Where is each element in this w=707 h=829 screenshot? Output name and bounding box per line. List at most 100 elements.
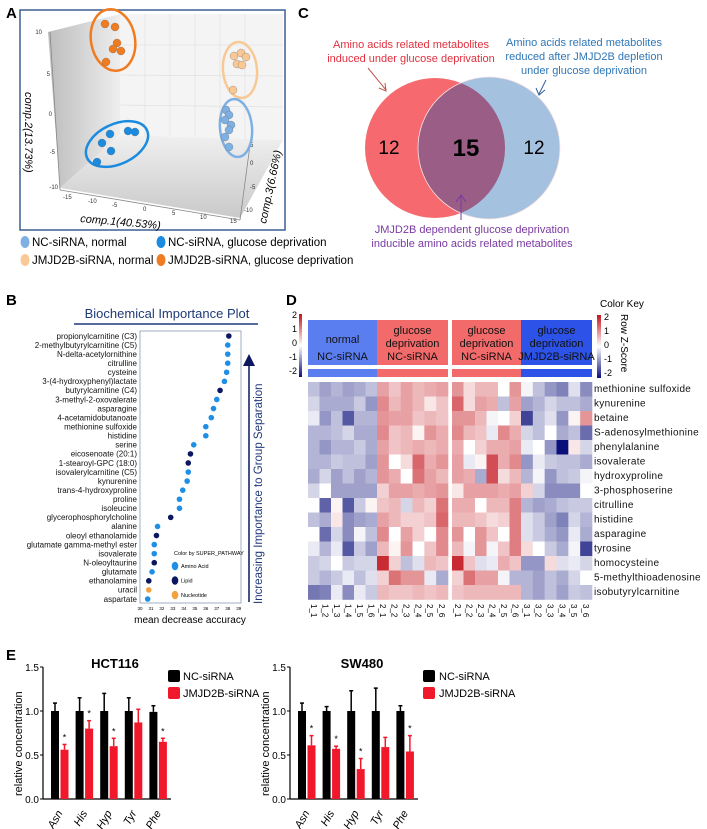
- heatmap-cell: [452, 382, 464, 397]
- heatmap-row-label: 5-methylthioadenosine: [594, 573, 701, 584]
- group-color-bar: [308, 369, 377, 377]
- heatmap-cell: [556, 411, 569, 426]
- heatmap-cell: [331, 469, 343, 484]
- heatmap-cell: [388, 469, 401, 484]
- heatmap-column-label: 1_4: [343, 604, 352, 618]
- heatmap-column-label: 3_1: [522, 604, 531, 618]
- pca-y-tick: 10: [35, 30, 42, 36]
- legend-label: Amino Acid: [181, 564, 209, 570]
- heatmap-cell: [568, 512, 581, 528]
- heatmap-cell: [521, 425, 534, 441]
- heatmap-cell: [475, 527, 487, 542]
- chart-title: HCT116: [91, 656, 139, 671]
- heatmap-cell: [463, 541, 476, 557]
- heatmap-cell: [377, 512, 390, 528]
- heatmap-cell: [412, 396, 425, 412]
- group-label: glucose: [538, 325, 576, 337]
- pca-point: [108, 44, 118, 54]
- panel-d: D 210-1-2 Color Key 210-1-2 Row Z-Score …: [286, 292, 701, 618]
- heatmap-cell: [521, 512, 534, 528]
- heatmap-cell: [342, 570, 355, 586]
- heatmap-cell: [463, 498, 476, 513]
- heatmap-column-label: 3_3: [545, 604, 554, 618]
- x-tick-label: 31: [148, 606, 154, 611]
- group-label: glucose: [394, 325, 432, 337]
- heatmap-cell: [342, 556, 355, 571]
- importance-points: propionylcarnitine (C3)2-methylbutyrylca…: [27, 332, 242, 611]
- heatmap-cell: [400, 440, 413, 455]
- heatmap-cell: [354, 469, 366, 484]
- heatmap-cell: [452, 527, 464, 542]
- heatmap-column-label: 2_1: [378, 604, 387, 618]
- heatmap-cell: [365, 512, 378, 528]
- heatmap-cell: [556, 483, 569, 499]
- heatmap-cell: [436, 440, 449, 455]
- heatmap-cell: [521, 556, 534, 571]
- importance-point: [226, 333, 232, 339]
- heatmap-cell: [412, 527, 425, 542]
- heatmap-cell: [331, 512, 343, 528]
- heatmap-cell: [377, 570, 390, 586]
- venn-label-induced-2: induced under glucose deprivation: [327, 53, 495, 65]
- x-tick-label: 35: [192, 606, 198, 611]
- heatmap-row-label: isobutyrylcarnitine: [594, 587, 680, 598]
- metabolite-label: citrulline: [108, 359, 138, 368]
- heatmap-cell: [388, 382, 401, 397]
- heatmap-cell: [521, 454, 534, 470]
- heatmap-cell: [331, 483, 343, 499]
- metabolite-label: propionylcarnitine (C3): [57, 332, 138, 341]
- heatmap-cell: [424, 411, 437, 426]
- heatmap-cell: [388, 454, 401, 470]
- pca-x-tick: -10: [88, 199, 97, 205]
- heatmap-cell: [342, 585, 355, 600]
- heatmap-cell: [509, 411, 522, 426]
- metabolite-label: isovalerate: [98, 549, 137, 558]
- heatmap-cell: [568, 570, 581, 586]
- heatmap-column-label: 3_5: [569, 604, 578, 618]
- x-tick-label: 33: [170, 606, 176, 611]
- heatmap-cell: [521, 527, 534, 542]
- heatmap-cell: [452, 425, 464, 441]
- y-tick-label: 1.0: [25, 707, 39, 718]
- heatmap-cell: [475, 512, 487, 528]
- heatmap-cell: [436, 411, 449, 426]
- metabolite-label: aspartate: [104, 595, 138, 604]
- heatmap-cell: [568, 541, 581, 557]
- heatmap-cell: [308, 541, 320, 557]
- category-label: Asn: [45, 809, 65, 829]
- heatmap-cell: [319, 527, 332, 542]
- heatmap-cell: [365, 585, 378, 600]
- heatmap-cell: [521, 411, 534, 426]
- heatmap-cell: [544, 425, 557, 441]
- pca-y-tick: 0: [49, 112, 53, 118]
- heatmap-cell: [568, 469, 581, 484]
- pca-point: [116, 46, 126, 56]
- significance-star: *: [112, 726, 116, 736]
- heatmap-cell: [556, 469, 569, 484]
- importance-point: [203, 432, 209, 439]
- metabolite-label: uracil: [118, 586, 137, 595]
- heatmap-column-label: 3_6: [581, 604, 590, 618]
- heatmap-cell: [412, 498, 425, 513]
- importance-point: [185, 460, 192, 466]
- heatmap-cell: [319, 585, 332, 600]
- legend-label: NC-siRNA: [183, 671, 234, 683]
- heatmap-cell: [463, 570, 476, 586]
- group-label: NC-siRNA: [317, 351, 368, 363]
- metabolite-label: eicosenoate (20:1): [71, 450, 138, 459]
- heatmap-cell: [412, 411, 425, 426]
- heatmap-cell: [452, 498, 464, 513]
- heatmap-cell: [308, 411, 320, 426]
- heatmap-cell: [498, 498, 510, 513]
- bar: [371, 711, 380, 799]
- category-label: Hyp: [95, 809, 115, 829]
- scale-tick: 0: [292, 338, 297, 348]
- heatmap-cell: [532, 382, 545, 397]
- heatmap-cell: [498, 454, 510, 470]
- metabolite-label: methionine sulfoxide: [64, 422, 137, 431]
- legend-swatch: [20, 236, 30, 248]
- heatmap-cell: [544, 454, 557, 470]
- bar: [60, 749, 69, 799]
- heatmap-column-label: 2_2: [464, 604, 473, 618]
- heatmap-cell: [580, 454, 593, 470]
